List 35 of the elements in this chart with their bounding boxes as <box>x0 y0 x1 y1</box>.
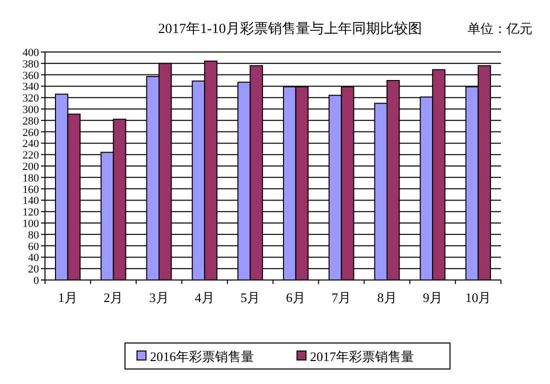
x-tick-label: 9月 <box>422 290 442 305</box>
x-tick-label: 7月 <box>332 290 352 305</box>
x-tick-label: 8月 <box>377 290 397 305</box>
x-tick-label: 6月 <box>286 290 306 305</box>
y-tick-label: 400 <box>22 47 40 59</box>
y-tick-label: 320 <box>22 92 40 105</box>
y-tick-label: 40 <box>28 252 40 264</box>
y-tick-label: 140 <box>22 195 40 208</box>
y-tick-label: 80 <box>28 229 40 242</box>
y-tick-label: 0 <box>34 275 40 287</box>
chart-title: 2017年1-10月彩票销售量与上年同期比较图 <box>158 21 422 37</box>
y-tick-label: 260 <box>22 126 40 139</box>
x-tick-label: 5月 <box>240 290 260 305</box>
y-tick-label: 20 <box>28 264 40 276</box>
y-tick-label: 100 <box>22 218 40 230</box>
y-tick-label: 340 <box>22 81 40 94</box>
x-tick-label: 1月 <box>58 290 78 305</box>
y-tick-label: 60 <box>28 240 40 253</box>
y-tick-label: 180 <box>22 172 40 184</box>
y-tick-label: 300 <box>22 104 40 116</box>
text: 单位：亿元 <box>468 21 532 36</box>
x-tick-label: 3月 <box>149 290 169 305</box>
x-tick-label: 2月 <box>104 290 124 305</box>
y-tick-label: 240 <box>22 138 40 150</box>
y-tick-label: 120 <box>22 206 40 219</box>
y-tick-label: 200 <box>22 161 40 173</box>
y-tick-label: 380 <box>22 58 40 70</box>
y-tick-label: 360 <box>22 70 40 82</box>
x-tick-label: 4月 <box>194 290 214 305</box>
y-tick-label: 280 <box>22 115 40 128</box>
y-tick-label: 220 <box>22 150 40 162</box>
y-tick-label: 160 <box>22 184 40 196</box>
legend-label: 2017年彩票销售量 <box>310 349 414 364</box>
legend-label: 2016年彩票销售量 <box>150 349 254 364</box>
x-tick-label: 10月 <box>465 290 492 305</box>
